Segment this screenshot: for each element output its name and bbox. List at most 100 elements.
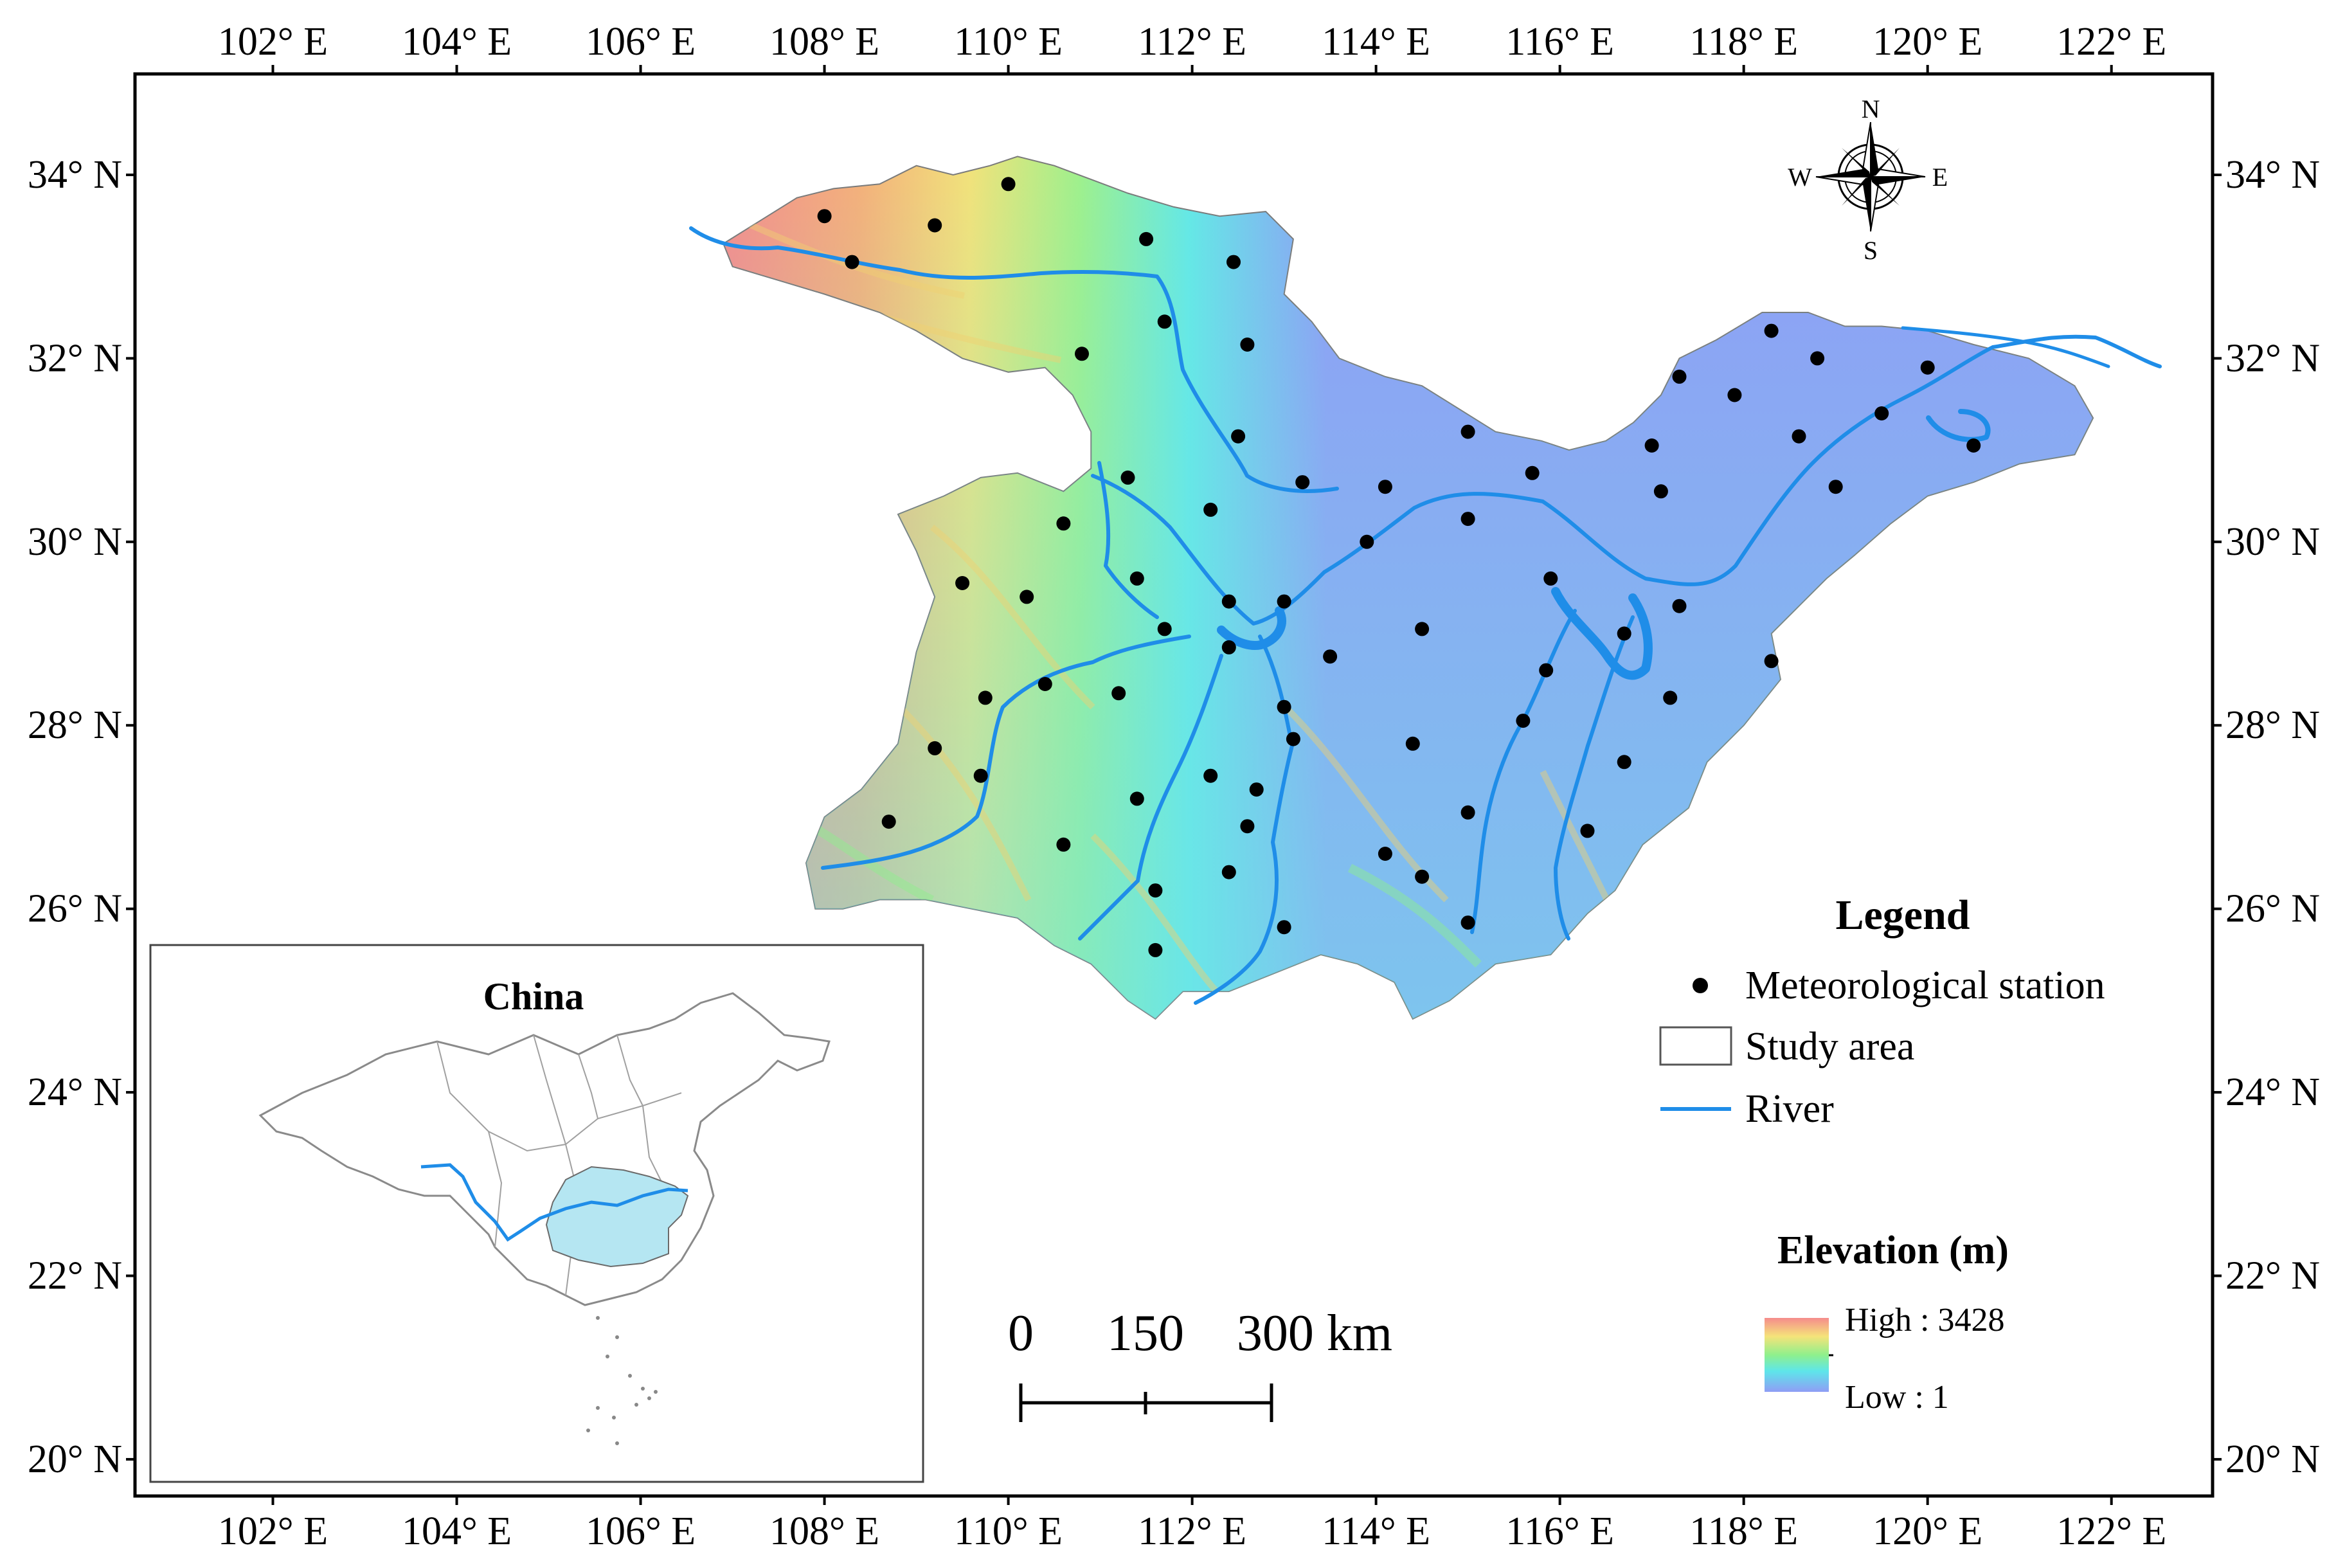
yangtze-upper: [1097, 461, 1159, 619]
lat-tick-label: 20° N: [2225, 1437, 2320, 1481]
lon-tick-label: 102° E: [218, 1509, 328, 1553]
lon-tick-label: 112° E: [1138, 1509, 1246, 1553]
station-marker: [1525, 465, 1540, 480]
lon-tick-label: 104° E: [402, 1509, 512, 1553]
yangtze-main: [1091, 334, 2162, 626]
station-marker: [1148, 883, 1163, 898]
lon-tick-label: 118° E: [1689, 20, 1798, 64]
station-marker: [1644, 438, 1659, 453]
lat-tick-label: 24° N: [28, 1070, 122, 1114]
station-marker: [1148, 942, 1163, 957]
lon-tick-label: 104° E: [402, 20, 512, 64]
lon-tick-label: 110° E: [954, 20, 1063, 64]
station-marker: [1286, 732, 1300, 746]
lon-tick-label: 120° E: [1873, 20, 1982, 64]
station-marker: [1378, 480, 1392, 494]
lon-tick-label: 108° E: [769, 1509, 879, 1553]
longitude-labels-top: 102° E 104° E 106° E 108° E 110° E 112° E 114°…: [218, 20, 2166, 74]
station-marker: [1415, 622, 1430, 636]
station-marker: [1966, 438, 1981, 453]
lon-tick-label: 102° E: [218, 20, 328, 64]
elevation-title: Elevation (m): [1777, 1229, 2009, 1272]
station-marker: [1221, 640, 1236, 654]
lon-tick-label: 114° E: [1322, 1509, 1430, 1553]
legend-title: Legend: [1835, 892, 1970, 939]
station-marker: [978, 690, 993, 705]
basin-south-shading: [723, 156, 2094, 1019]
station-marker: [1920, 360, 1935, 375]
station-marker: [928, 218, 942, 233]
station-marker: [1415, 869, 1430, 884]
station-marker: [1543, 571, 1558, 586]
lat-tick-label: 26° N: [28, 887, 122, 931]
station-marker: [1516, 714, 1531, 728]
lat-tick-label: 30° N: [28, 520, 122, 564]
lon-tick-label: 116° E: [1505, 20, 1614, 64]
meteorological-stations: [817, 177, 1981, 957]
station-marker: [1672, 369, 1687, 384]
station-marker: [1653, 484, 1668, 499]
lat-tick-label: 22° N: [2225, 1254, 2320, 1297]
legend: Legend Meteorological station Study area…: [1659, 892, 2105, 1131]
inset-islands: [586, 1316, 658, 1445]
legend-river-label: River: [1745, 1087, 1834, 1131]
station-marker: [1226, 255, 1241, 269]
legend-study-area-label: Study area: [1745, 1025, 1914, 1068]
elevation-legend: Elevation (m) High : 3428 Low : 1: [1765, 1229, 2009, 1416]
lon-tick-label: 116° E: [1505, 1509, 1614, 1553]
lat-tick-label: 28° N: [2225, 703, 2320, 747]
station-marker: [1203, 502, 1218, 517]
lon-tick-label: 106° E: [586, 20, 696, 64]
gan-river: [1470, 609, 1577, 934]
station-marker: [1810, 351, 1825, 366]
lat-tick-label: 34° N: [28, 153, 122, 197]
station-marker: [1460, 512, 1475, 527]
station-marker: [1764, 654, 1779, 669]
station-marker: [1240, 338, 1255, 352]
station-marker: [1157, 314, 1172, 329]
station-marker: [1038, 677, 1052, 691]
scale-label-0: 0: [1008, 1305, 1034, 1362]
lon-tick-label: 112° E: [1138, 20, 1246, 64]
compass-south-label: S: [1864, 236, 1878, 265]
longitude-labels-bottom: 102° E 104° E 106° E 108° E 110° E 112° E 114°…: [218, 1496, 2166, 1553]
latitude-labels-left: 34° N 32° N 30° N 28° N 26° N 24° N 22° N 20° N: [28, 153, 135, 1481]
station-marker: [817, 209, 832, 224]
fu-river: [1554, 615, 1635, 941]
lat-tick-label: 34° N: [2225, 153, 2320, 197]
station-marker: [1277, 594, 1291, 609]
lat-tick-label: 26° N: [2225, 887, 2320, 931]
zi-river: [1078, 654, 1223, 941]
lon-tick-label: 122° E: [2056, 20, 2166, 64]
lat-tick-label: 24° N: [2225, 1070, 2320, 1114]
station-marker: [1405, 736, 1420, 751]
lat-tick-label: 28° N: [28, 703, 122, 747]
station-marker: [1378, 847, 1392, 861]
lon-tick-label: 108° E: [769, 20, 879, 64]
station-marker: [1360, 534, 1374, 549]
scale-bar: 0 150 300 km: [1008, 1305, 1392, 1422]
estuary-channel: [1901, 326, 2110, 368]
station-marker: [928, 741, 942, 755]
station-marker: [1221, 594, 1236, 609]
lat-tick-label: 22° N: [28, 1254, 122, 1297]
station-marker: [1874, 406, 1889, 420]
station-marker: [1056, 516, 1071, 531]
inset-map-china: China: [149, 944, 924, 1483]
station-marker: [1828, 480, 1843, 494]
rivers: [689, 226, 2162, 1005]
lat-tick-label: 30° N: [2225, 520, 2320, 564]
station-legend-icon: [1693, 978, 1708, 993]
station-marker: [1240, 819, 1255, 834]
study-area-legend-swatch: [1659, 1026, 1732, 1066]
han-river: [689, 226, 1339, 493]
station-marker: [1764, 323, 1779, 338]
station-marker: [1120, 470, 1135, 485]
elevation-high-label: High : 3428: [1845, 1302, 2004, 1338]
inset-title: China: [483, 975, 584, 1018]
station-marker: [1020, 590, 1034, 604]
taihu: [1926, 409, 1991, 442]
station-marker: [1001, 177, 1016, 192]
legend-station-label: Meteorological station: [1745, 964, 2105, 1007]
scale-label-300: 300 km: [1237, 1305, 1392, 1362]
